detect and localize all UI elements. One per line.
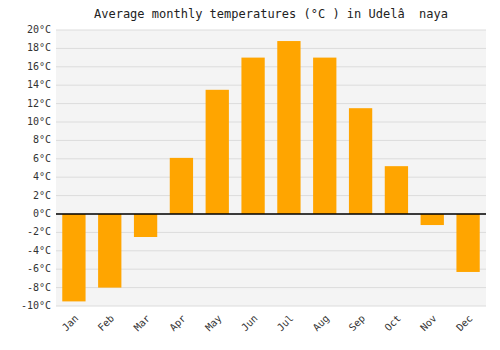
- y-tick-label: 16°C: [27, 61, 51, 72]
- grid-line: [56, 177, 486, 178]
- y-tick-label: 6°C: [33, 153, 51, 164]
- y-tick-label: -4°C: [27, 245, 51, 256]
- x-tick-label: Apr: [167, 313, 188, 334]
- y-tick-label: -8°C: [27, 282, 51, 293]
- chart-container: -10°C -8°C -6°C -4°C -2°C 0°C 2°C 4°C 6°C 8°C 10°C…: [0, 0, 500, 350]
- bar: [170, 158, 193, 214]
- chart: -10°C -8°C -6°C -4°C -2°C 0°C 2°C 4°C 6°C 8°C 10°C…: [0, 0, 500, 350]
- y-tick-label: 0°C: [33, 208, 51, 219]
- bar: [456, 214, 479, 272]
- title: Average monthly temperatures (°C ) in Ud…: [94, 7, 448, 21]
- y-tick-label: -6°C: [27, 263, 51, 274]
- grid-line: [56, 66, 486, 67]
- x-tick-label: May: [203, 313, 224, 334]
- bar: [421, 214, 444, 225]
- y-tick-label: -10°C: [21, 300, 51, 311]
- y-tick-label: 4°C: [33, 171, 51, 182]
- grid-line: [56, 195, 486, 196]
- x-tick-label: Dec: [454, 313, 475, 334]
- x-tick-label: Aug: [311, 313, 332, 334]
- y-tick-label: -2°C: [27, 226, 51, 237]
- grid-line: [56, 103, 486, 104]
- y-tick-label: 10°C: [27, 116, 51, 127]
- y-tick-labels: -10°C -8°C -6°C -4°C -2°C 0°C 2°C 4°C 6°C 8°C 10°C…: [21, 24, 51, 311]
- grid-line: [56, 122, 486, 123]
- grid-line: [56, 85, 486, 86]
- x-tick-label: Nov: [418, 313, 439, 334]
- bar: [241, 58, 264, 214]
- grid: [56, 30, 486, 306]
- x-tick-label: Jun: [239, 313, 260, 334]
- plot-background: [56, 30, 486, 306]
- bar: [277, 41, 300, 214]
- y-tick-label: 20°C: [27, 24, 51, 35]
- x-tick-label: Feb: [96, 313, 117, 334]
- y-tick-label: 8°C: [33, 134, 51, 145]
- grid-line: [56, 48, 486, 49]
- zero-line: [56, 213, 486, 215]
- bar: [62, 214, 85, 301]
- y-tick-label: 2°C: [33, 190, 51, 201]
- bar: [98, 214, 121, 288]
- x-tick-labels: Jan Feb Mar Apr May Jun Jul Aug Sep Oct Nov Dec: [60, 313, 475, 334]
- bar: [313, 58, 336, 214]
- bar: [385, 166, 408, 214]
- y-tick-label: 12°C: [27, 98, 51, 109]
- x-tick-label: Sep: [347, 313, 368, 334]
- grid-line: [56, 30, 486, 31]
- x-tick-label: Jul: [275, 313, 296, 334]
- grid-line: [56, 140, 486, 141]
- bars: [62, 41, 479, 301]
- x-tick-label: Mar: [132, 313, 153, 334]
- y-tick-label: 14°C: [27, 79, 51, 90]
- grid-line: [56, 306, 486, 307]
- x-tick-label: Oct: [382, 313, 403, 334]
- bar: [134, 214, 157, 237]
- bar: [206, 90, 229, 214]
- y-tick-label: 18°C: [27, 42, 51, 53]
- grid-line: [56, 158, 486, 159]
- grid-line: [56, 214, 486, 215]
- x-tick-label: Jan: [60, 313, 81, 334]
- bar: [349, 108, 372, 214]
